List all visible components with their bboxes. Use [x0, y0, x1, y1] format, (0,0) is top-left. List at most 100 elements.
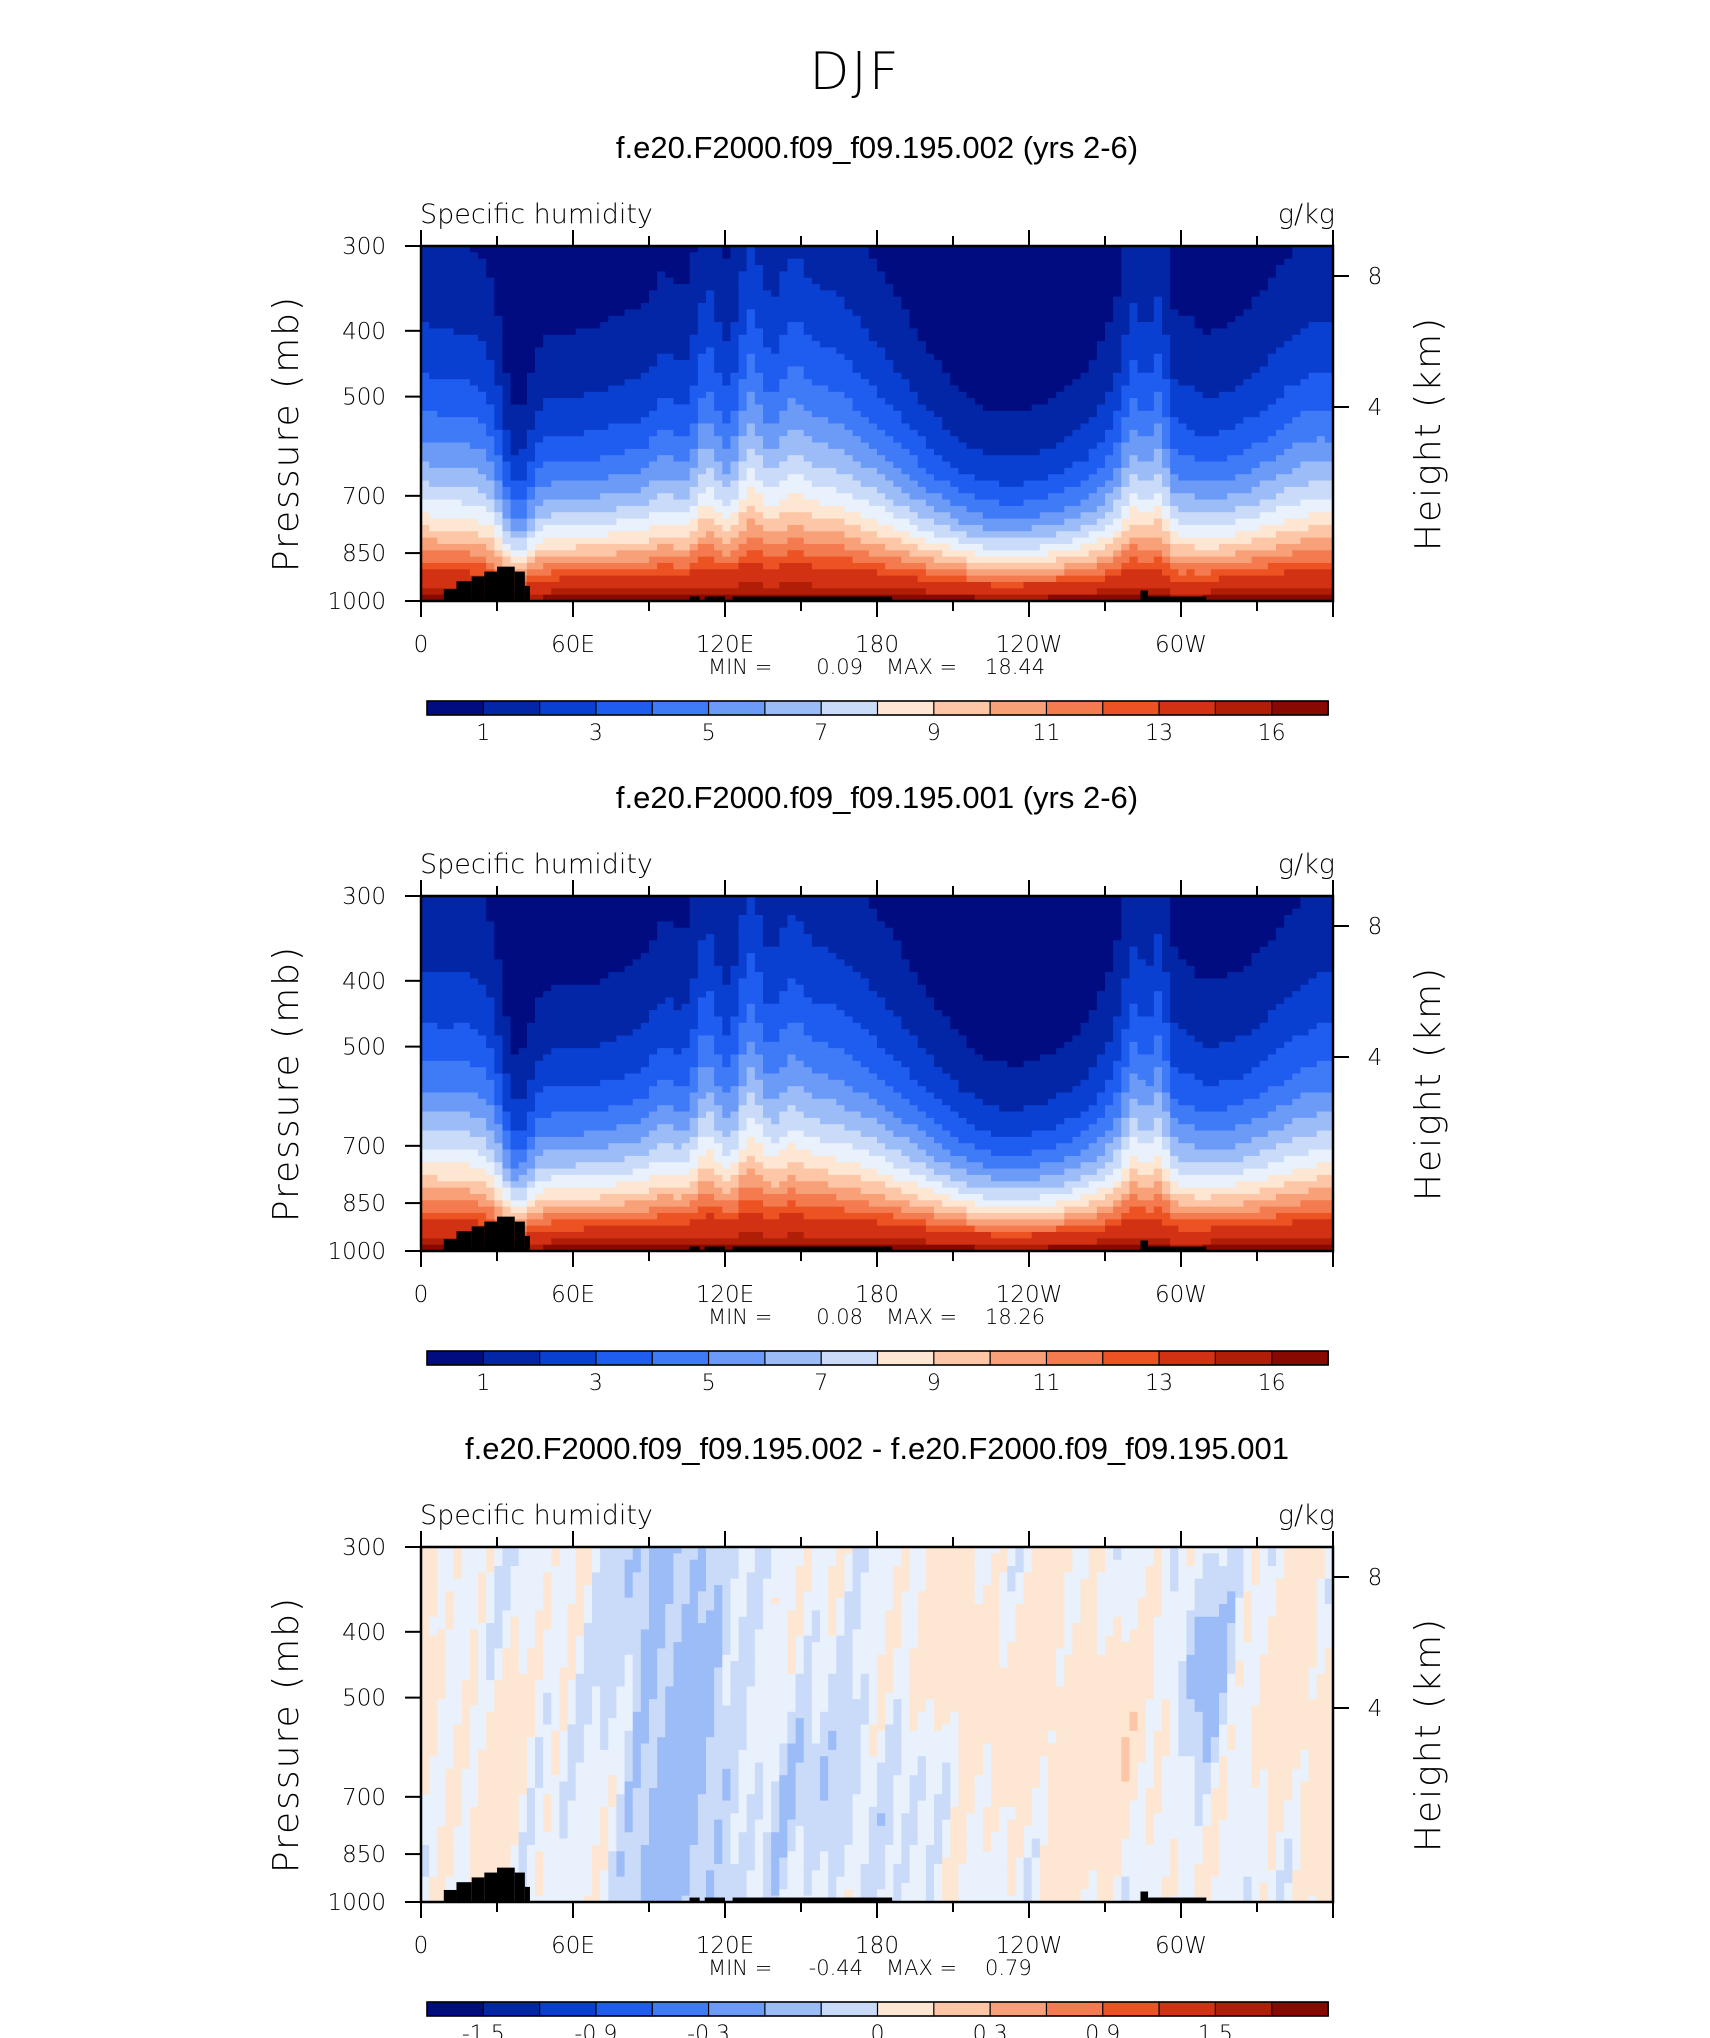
difference-cell: [901, 1819, 919, 1827]
difference-cell: [1072, 1566, 1090, 1573]
difference-cell: [640, 1680, 658, 1688]
difference-cell: [510, 1863, 520, 1871]
difference-cell: [640, 1863, 691, 1871]
difference-cell: [795, 1762, 821, 1770]
difference-cell: [1178, 1711, 1204, 1719]
difference-cell: [469, 1749, 479, 1757]
humidity-cell: [673, 398, 691, 406]
humidity-cell: [1170, 1003, 1277, 1011]
humidity-cell: [738, 1029, 764, 1037]
difference-cell: [1170, 1585, 1179, 1592]
humidity-cell: [1096, 588, 1171, 596]
difference-cell: [730, 1635, 740, 1643]
difference-cell: [1048, 1806, 1131, 1814]
humidity-cell: [706, 1212, 715, 1220]
humidity-cell: [1105, 1193, 1122, 1201]
humidity-cell: [526, 1111, 552, 1119]
humidity-cell: [1178, 531, 1236, 539]
humidity-cell: [526, 537, 544, 545]
humidity-cell: [746, 524, 764, 532]
colorbar-label: 16: [1258, 721, 1286, 746]
difference-cell: [592, 1591, 626, 1599]
humidity-cell: [697, 461, 723, 469]
difference-cell: [942, 1851, 951, 1859]
humidity-cell: [657, 284, 740, 291]
humidity-cell: [1113, 965, 1131, 973]
humidity-cell: [1129, 360, 1139, 368]
humidity-cell: [746, 258, 756, 266]
humidity-cell: [925, 341, 1098, 349]
humidity-cell: [1105, 398, 1122, 406]
humidity-cell: [1153, 505, 1163, 513]
difference-cell: [551, 1806, 561, 1814]
humidity-cell: [421, 896, 487, 903]
humidity-cell: [421, 1035, 487, 1043]
humidity-cell: [1080, 543, 1106, 551]
difference-cell: [934, 1813, 951, 1821]
humidity-cell: [494, 309, 626, 317]
humidity-cell: [738, 1092, 748, 1100]
difference-cell: [640, 1654, 658, 1662]
difference-cell: [714, 1686, 723, 1694]
humidity-cell: [1170, 1060, 1261, 1068]
difference-cell: [730, 1781, 740, 1789]
difference-cell: [437, 1604, 447, 1611]
difference-cell: [445, 1661, 471, 1669]
humidity-cell: [1170, 467, 1253, 475]
difference-cell: [494, 1591, 512, 1599]
difference-cell: [592, 1857, 609, 1865]
difference-cell: [787, 1825, 797, 1833]
humidity-cell: [1194, 455, 1228, 463]
difference-cell: [1129, 1737, 1147, 1745]
humidity-cell: [494, 946, 650, 954]
difference-cell: [437, 1844, 455, 1852]
difference-cell: [543, 1699, 552, 1707]
difference-cell: [763, 1597, 772, 1605]
humidity-cell: [1170, 1130, 1269, 1138]
difference-cell: [1121, 1553, 1155, 1561]
difference-cell: [1219, 1768, 1228, 1776]
difference-cell: [445, 1806, 463, 1814]
humidity-cell: [502, 550, 512, 558]
humidity-cell: [1129, 398, 1139, 406]
difference-cell: [836, 1654, 854, 1662]
difference-cell: [746, 1705, 797, 1713]
humidity-cell: [909, 1098, 943, 1106]
difference-cell: [632, 1686, 642, 1694]
difference-cell: [828, 1578, 846, 1586]
difference-cell: [592, 1553, 601, 1561]
difference-cell: [787, 1762, 797, 1770]
humidity-cell: [421, 1193, 487, 1201]
difference-cell: [632, 1572, 650, 1580]
humidity-cell: [795, 915, 878, 922]
humidity-cell: [763, 1149, 780, 1157]
humidity-cell: [909, 1136, 935, 1144]
difference-cell: [1259, 1661, 1318, 1669]
difference-cell: [421, 1597, 438, 1605]
difference-cell: [518, 1857, 528, 1865]
humidity-cell: [909, 1029, 960, 1037]
humidity-cell: [1056, 1124, 1090, 1132]
difference-cell: [999, 1642, 1008, 1650]
difference-cell: [461, 1566, 487, 1573]
difference-cell: [811, 1686, 829, 1694]
difference-cell: [958, 1768, 984, 1776]
difference-cell: [714, 1832, 723, 1840]
humidity-cell: [1105, 1162, 1122, 1170]
humidity-cell: [787, 322, 805, 330]
humidity-cell: [1235, 1035, 1293, 1043]
humidity-cell: [421, 1041, 487, 1049]
difference-cell: [868, 1813, 878, 1821]
difference-cell: [518, 1629, 536, 1637]
humidity-cell: [1162, 315, 1196, 323]
humidity-cell: [1121, 366, 1131, 374]
difference-cell: [754, 1775, 764, 1783]
humidity-cell: [502, 1174, 512, 1182]
humidity-cell: [486, 896, 691, 903]
difference-cell: [885, 1863, 894, 1871]
difference-cell: [1194, 1585, 1245, 1592]
difference-cell: [763, 1851, 772, 1859]
humidity-cell: [803, 265, 878, 272]
humidity-cell: [1121, 1035, 1155, 1043]
difference-cell: [421, 1699, 438, 1707]
